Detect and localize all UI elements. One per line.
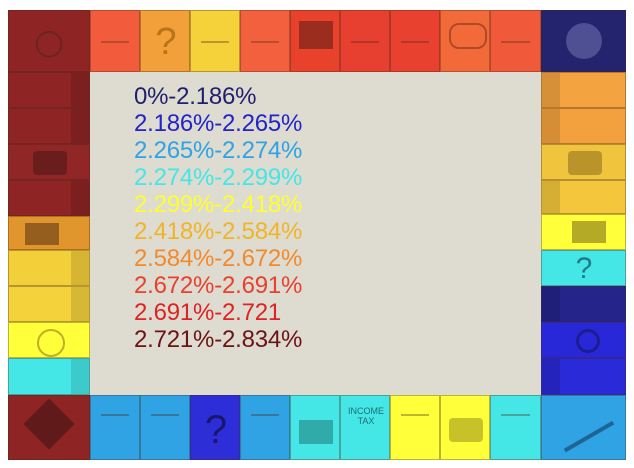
legend-item: 2.691%-2.721 (134, 299, 282, 326)
property-pacific (541, 72, 626, 108)
locomotive-icon (299, 420, 333, 444)
question-mark-icon: ? (155, 20, 177, 63)
chest-icon (568, 151, 602, 175)
legend-item: 2.672%-2.691% (134, 272, 303, 299)
legend-item: 2.584%-2.672% (134, 245, 303, 272)
property-north-carolina (541, 108, 626, 144)
chance-top: ? (140, 10, 190, 72)
locomotive-icon (299, 21, 333, 49)
go-arrow-icon (553, 403, 615, 453)
locomotive-icon (572, 221, 606, 243)
property-virginia (8, 250, 90, 286)
income-tax: INCOME TAX (340, 395, 390, 460)
property-atlantic (340, 10, 390, 72)
board-center (90, 72, 541, 395)
railroad-bo (290, 10, 340, 72)
legend-item: 2.418%-2.584% (134, 218, 303, 245)
faucet-icon (449, 23, 487, 49)
legend-item: 0%-2.186% (134, 83, 257, 110)
property-ventnor (390, 10, 440, 72)
legend-item: 2.265%-2.274% (134, 137, 303, 164)
water-works (440, 10, 490, 72)
ring-icon (576, 329, 600, 353)
property-baltic (390, 395, 440, 460)
legend-item: 2.721%-2.834% (134, 326, 303, 353)
property-kentucky (90, 10, 140, 72)
light-bulb-icon (37, 329, 65, 357)
community-chest-bottom (440, 395, 490, 460)
chest-icon (33, 151, 67, 175)
railroad-short-line (541, 214, 626, 250)
jail-icon (23, 398, 75, 450)
property-states (8, 286, 90, 322)
car-icon: ◯ (34, 26, 64, 57)
railroad-reading (290, 395, 340, 460)
property-illinois (240, 10, 290, 72)
luxury-tax (541, 322, 626, 358)
property-st-james (8, 180, 90, 216)
locomotive-icon (25, 223, 59, 245)
legend-item: 2.274%-2.299% (134, 164, 303, 191)
question-mark-icon: ? (575, 252, 593, 285)
property-mediterranean (490, 395, 541, 460)
go-corner (541, 395, 626, 460)
property-tennessee (8, 108, 90, 144)
property-new-york (8, 72, 90, 108)
property-st-charles (8, 358, 90, 395)
property-marvin (490, 10, 541, 72)
jail-corner (8, 395, 90, 460)
property-boardwalk (541, 358, 626, 395)
chance-right: ? (541, 250, 626, 286)
question-mark-icon: ? (204, 407, 228, 452)
railroad-pennsylvania (8, 216, 90, 250)
electric-company (8, 322, 90, 358)
policeman-icon (566, 23, 602, 59)
chance-bottom: ? (190, 395, 240, 460)
chest-icon (449, 418, 483, 442)
property-connecticut (90, 395, 140, 460)
go-to-jail-corner (541, 10, 626, 72)
property-pennsylvania-ave (541, 180, 626, 214)
free-parking-corner: ◯ (8, 10, 90, 72)
legend-item: 2.186%-2.265% (134, 110, 303, 137)
community-chest-left (8, 144, 90, 180)
income-tax-label: INCOME TAX (348, 406, 384, 426)
legend-item: 2.299%-2.418% (134, 191, 303, 218)
property-oriental (240, 395, 290, 460)
community-chest-right (541, 144, 626, 180)
property-vermont (140, 395, 190, 460)
property-park-place (541, 286, 626, 322)
property-indiana (190, 10, 240, 72)
